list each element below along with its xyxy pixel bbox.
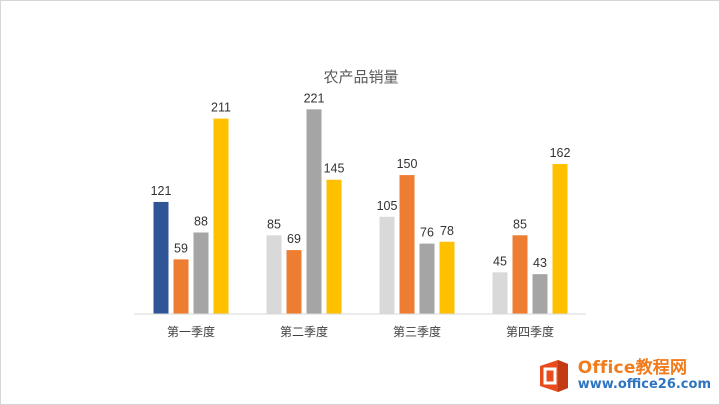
data-label-q2-s2: 69 [287, 232, 301, 246]
watermark-title: Office教程网 [577, 358, 688, 379]
chart-title: 农产品销量 [323, 68, 398, 86]
bar-q2-s1 [266, 235, 282, 314]
data-label-q3-s3: 76 [420, 226, 434, 240]
bar-q3-s2 [399, 175, 415, 314]
category-label-1: 第一季度 [167, 324, 215, 339]
data-label-q4-s3: 43 [533, 256, 547, 270]
data-label-q4-s1: 45 [493, 254, 507, 268]
data-label-q4-s2: 85 [513, 217, 527, 231]
data-label-q3-s4: 78 [440, 224, 454, 238]
data-label-q2-s1: 85 [267, 217, 281, 231]
bar-q3-s3 [419, 243, 435, 314]
data-label-q3-s1: 105 [377, 199, 398, 213]
bar-q2-s2 [286, 250, 302, 314]
watermark-url: www.office26.com [577, 377, 711, 393]
bar-q2-s4 [326, 179, 342, 314]
watermark: Office教程网 www.office26.com [536, 358, 711, 394]
bar-q4-s4 [552, 163, 568, 314]
category-label-3: 第三季度 [393, 324, 441, 339]
bars-layer [153, 109, 568, 315]
data-label-q4-s4: 162 [550, 146, 571, 160]
data-label-q1-s4: 211 [211, 101, 231, 115]
bar-q4-s3 [532, 274, 548, 314]
data-label-q1-s2: 59 [174, 241, 188, 255]
data-label-q1-s1: 121 [151, 184, 172, 198]
watermark-text: Office教程网 www.office26.com [577, 358, 711, 393]
data-labels-layer: 121 59 88 211 85 69 221 145 105 150 76 78 45 85 43 162 [151, 91, 571, 270]
bar-q2-s3 [306, 109, 322, 315]
category-label-4: 第四季度 [506, 324, 554, 339]
bar-q1-s4 [213, 118, 229, 315]
bar-q1-s3 [193, 232, 209, 314]
category-label-2: 第二季度 [280, 324, 328, 339]
bar-q3-s1 [379, 216, 395, 314]
data-label-q1-s3: 88 [194, 215, 208, 229]
bar-q3-s4 [439, 241, 455, 314]
data-label-q3-s2: 150 [397, 157, 418, 171]
bar-q4-s1 [492, 272, 508, 314]
office-logo-icon [539, 360, 568, 392]
bar-q1-s2 [173, 259, 189, 314]
data-label-q2-s3: 221 [304, 91, 325, 105]
bar-q1-s1 [153, 201, 169, 314]
data-label-q2-s4: 145 [324, 162, 345, 176]
category-labels-layer: 第一季度 第二季度 第三季度 第四季度 [167, 324, 554, 339]
bar-q4-s2 [512, 235, 528, 314]
